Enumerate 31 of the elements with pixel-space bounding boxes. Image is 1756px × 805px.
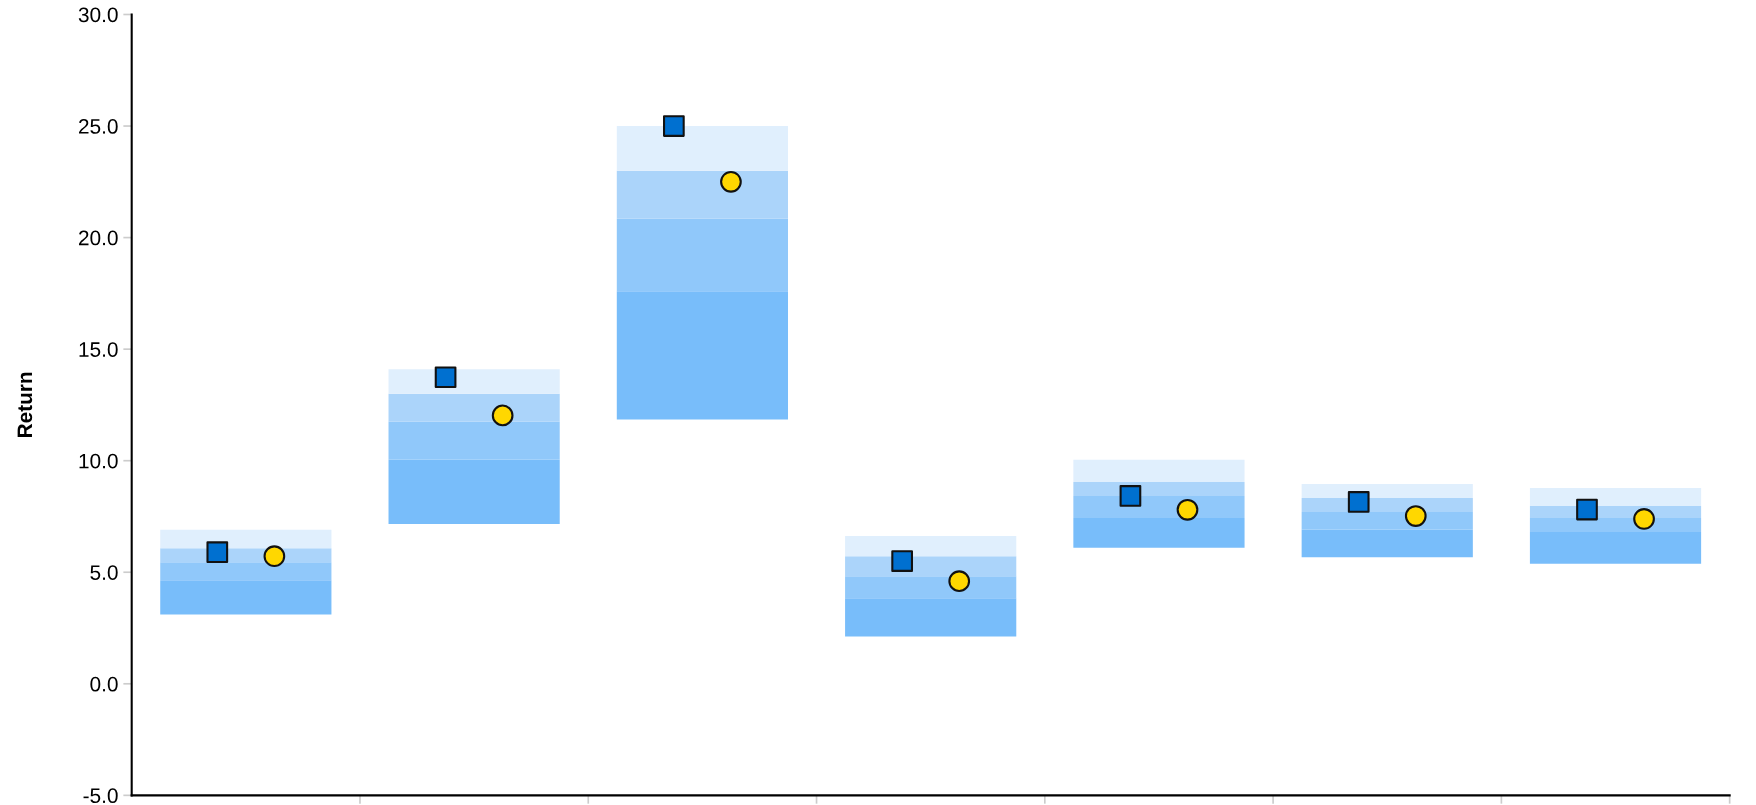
y-tick-label: 10.0 xyxy=(79,453,118,469)
bar xyxy=(1529,487,1702,506)
bar xyxy=(616,291,789,420)
bar xyxy=(1301,483,1473,498)
y-tick-label: 5.0 xyxy=(90,565,118,580)
y-tick-label: 25.0 xyxy=(79,119,118,134)
bar xyxy=(616,170,789,219)
bar xyxy=(160,580,332,615)
bar xyxy=(1073,481,1245,496)
bar xyxy=(845,598,1017,637)
bar xyxy=(845,576,1017,599)
bar xyxy=(1301,529,1473,558)
bar xyxy=(616,218,789,292)
y-tick-label: 0.0 xyxy=(90,676,118,692)
bar xyxy=(1301,512,1473,530)
bar xyxy=(1529,532,1702,564)
bar xyxy=(388,421,560,460)
y-tick-label: 20.0 xyxy=(79,230,118,246)
bar xyxy=(160,562,332,581)
y-tick-label: 30.0 xyxy=(78,7,118,23)
bar xyxy=(616,126,789,171)
bar xyxy=(388,459,560,525)
bar xyxy=(388,393,560,422)
y-tick-label: 15.0 xyxy=(79,342,118,357)
bar xyxy=(1073,518,1245,548)
y-axis-title: Return xyxy=(17,372,33,438)
bar xyxy=(388,369,560,394)
bar xyxy=(845,536,1017,557)
y-tick-label: -5.0 xyxy=(83,788,118,804)
bar xyxy=(1073,459,1245,482)
bar xyxy=(160,529,332,549)
